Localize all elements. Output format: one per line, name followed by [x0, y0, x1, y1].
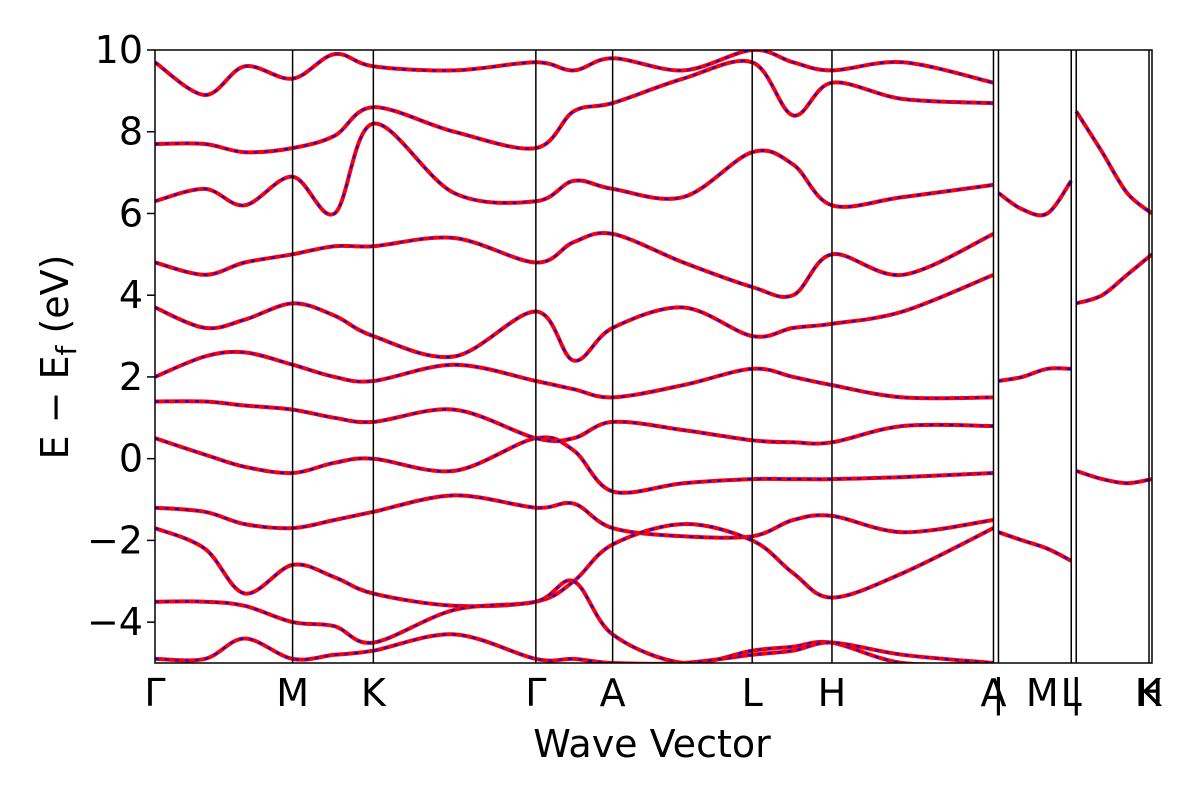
band-line-red-0: [155, 435, 994, 495]
x-tick-label: K: [361, 671, 387, 715]
y-tick-label: −4: [87, 600, 143, 644]
x-tick-label: A: [600, 671, 626, 715]
band-line-red-10: [155, 578, 994, 663]
y-axis-ticks: 10 8 6 4 2 0 −2 −4: [87, 28, 155, 644]
band-line-red-14: [997, 179, 1073, 218]
band-line-blue-dashed-4: [155, 350, 994, 400]
x-tick-label: L: [742, 671, 763, 715]
y-tick-label: 10: [95, 28, 143, 72]
band-line-blue-dashed-16: [1075, 253, 1152, 305]
band-line-blue-dashed-11: [155, 633, 994, 663]
band-line-red-1: [155, 493, 994, 540]
x-tick-label-extra: |: [1070, 671, 1083, 716]
x-tick-label-extra: M: [1026, 671, 1059, 715]
x-tick-label: H: [818, 671, 847, 715]
band-line-blue-dashed-7: [155, 122, 994, 216]
band-line-red-9: [155, 50, 994, 98]
x-tick-label: Γ: [144, 671, 165, 715]
band-line-blue-dashed-5: [155, 273, 994, 362]
x-axis-ticks: Γ M K Γ A L H A L K| M | H: [144, 671, 1163, 716]
band-line-red-17: [1074, 110, 1152, 216]
band-line-blue-dashed-3: [155, 400, 994, 445]
x-axis-label: Wave Vector: [533, 722, 771, 766]
band-line-blue-dashed-1: [155, 494, 994, 539]
band-line-red-6: [155, 231, 995, 299]
x-tick-label-extra: |: [992, 671, 1005, 716]
y-axis-label-sub: f: [50, 344, 83, 355]
y-axis-label-main: E − E: [33, 355, 77, 459]
x-tick-label: Γ: [525, 671, 546, 715]
y-tick-label: 8: [119, 110, 143, 154]
y-tick-label: 0: [119, 437, 143, 481]
band-line-blue-dashed-17: [1075, 110, 1152, 215]
y-axis-label: E − Ef (eV): [33, 255, 83, 460]
band-line-blue-dashed-12: [998, 367, 1072, 382]
x-tick-label: L: [1061, 671, 1082, 715]
y-tick-label: −2: [87, 518, 143, 562]
y-tick-label: 4: [119, 273, 143, 317]
x-tick-label: A: [980, 671, 1006, 715]
band-line-red-3: [155, 399, 994, 446]
x-tick-label: M: [276, 671, 309, 715]
band-line-blue-dashed-2: [155, 523, 994, 608]
band-line-red-15: [1075, 468, 1152, 486]
x-tick-label: K: [1137, 671, 1163, 715]
band-line-blue-dashed-6: [155, 232, 994, 298]
band-line-red-8: [155, 59, 994, 155]
band-line-blue-dashed-13: [998, 531, 1072, 562]
band-line-red-7: [155, 121, 994, 217]
band-line-red-2: [155, 522, 995, 609]
y-tick-label: 6: [119, 191, 143, 235]
band-line-blue-dashed-0: [155, 436, 994, 494]
band-line-blue-dashed-14: [997, 180, 1073, 217]
band-line-red-16: [1075, 252, 1152, 306]
band-line-red-5: [155, 272, 995, 363]
plot-frame: [154, 49, 1153, 664]
bands-layer: [155, 50, 1152, 663]
band-line-blue-dashed-15: [1075, 469, 1152, 485]
band-line-blue-dashed-8: [155, 60, 994, 154]
x-tick-label-extra: H: [1135, 671, 1164, 715]
y-axis-label-unit: (eV): [33, 255, 77, 346]
kpath-vertical-lines: [291, 50, 1150, 663]
y-tick-label: 2: [119, 355, 143, 399]
